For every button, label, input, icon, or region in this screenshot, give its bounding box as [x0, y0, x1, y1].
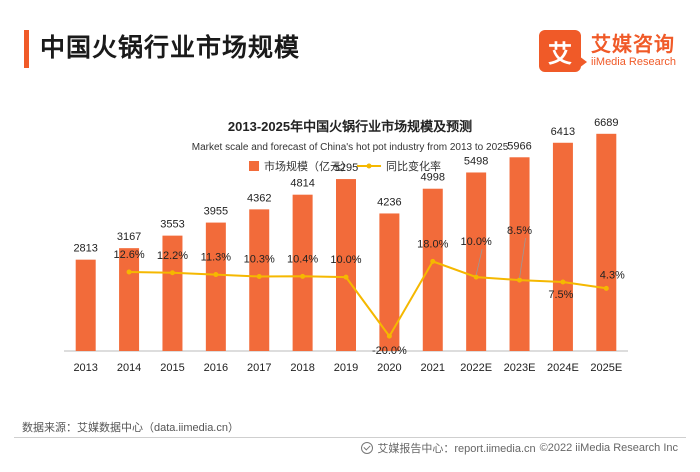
growth-point-2022E	[473, 274, 479, 280]
x-tick-label-2013: 2013	[73, 362, 97, 374]
growth-rate-line	[129, 260, 607, 339]
bar-label-2018: 4814	[290, 178, 314, 190]
x-tick-label-2024E: 2024E	[547, 362, 579, 374]
x-tick-label-2014: 2014	[117, 362, 141, 374]
legend-line-label: 同比变化率	[386, 159, 441, 173]
x-tick-label-2020: 2020	[377, 362, 401, 374]
legend-bar-label: 市场规模（亿元）	[264, 159, 352, 173]
data-source: 数据来源：艾媒数据中心（data.iimedia.cn）	[22, 422, 239, 434]
growth-label-2024E: 7.5%	[548, 289, 573, 301]
bar-label-2013: 2813	[73, 243, 97, 255]
bar-label-2015: 3553	[160, 219, 184, 231]
growth-point-2017	[256, 274, 262, 280]
growth-label-2023E: 8.5%	[507, 225, 532, 237]
title-accent-bar	[24, 30, 29, 68]
growth-label-2025E: 4.3%	[600, 269, 625, 281]
growth-label-2014: 12.6%	[113, 249, 144, 261]
bar-2025E	[596, 133, 617, 351]
bar-label-2022E: 5498	[464, 155, 488, 167]
report-center-icon	[361, 442, 374, 454]
legend-line-marker	[366, 163, 372, 169]
bar-2013	[75, 259, 96, 351]
growth-label-2019: 10.0%	[330, 254, 361, 266]
growth-point-2014	[126, 269, 132, 275]
growth-leader-2022E	[475, 249, 483, 276]
brand-text: 艾媒咨询 iiMedia Research	[591, 34, 676, 68]
bar-label-2017: 4362	[247, 192, 271, 204]
growth-label-2021: 18.0%	[417, 238, 448, 250]
bar-2021	[422, 188, 443, 351]
x-tick-label-2015: 2015	[160, 362, 184, 374]
copyright: ©2022 iiMedia Research Inc	[539, 442, 678, 454]
page-title: 中国火锅行业市场规模	[40, 34, 301, 62]
growth-point-2020	[386, 333, 392, 339]
chart-legend: 市场规模（亿元） 同比变化率	[249, 159, 441, 173]
growth-leader-2023E	[519, 238, 526, 279]
growth-point-2025E	[603, 285, 609, 291]
x-tick-label-2023E: 2023E	[504, 362, 536, 374]
x-tick-label-2019: 2019	[334, 362, 358, 374]
growth-point-2024E	[560, 279, 566, 285]
bar-2020	[379, 213, 400, 351]
chart-title: 2013-2025年中国火锅行业市场规模及预测	[228, 119, 472, 134]
footer-info: 艾媒报告中心：report.iimedia.cn ©2022 iiMedia R…	[361, 440, 678, 456]
bar-2022E	[466, 172, 487, 351]
x-tick-label-2022E: 2022E	[460, 362, 492, 374]
x-tick-label-2017: 2017	[247, 362, 271, 374]
x-tick-label-2021: 2021	[421, 362, 445, 374]
growth-point-2015	[169, 270, 175, 276]
bar-2018	[292, 194, 313, 351]
x-tick-label-2018: 2018	[290, 362, 314, 374]
growth-label-2016: 11.3%	[201, 252, 232, 264]
growth-label-2017: 10.3%	[244, 254, 275, 266]
growth-label-2020: -20.0%	[372, 345, 407, 357]
growth-point-2021	[430, 258, 436, 264]
legend-bar-swatch	[249, 161, 259, 171]
chart-subtitle: Market scale and forecast of China's hot…	[192, 142, 509, 153]
brand-name-en: iiMedia Research	[591, 55, 676, 68]
brand-name-cn: 艾媒咨询	[591, 33, 676, 56]
bar-2014	[119, 248, 140, 351]
growth-point-2019	[343, 274, 349, 280]
growth-label-2018: 10.4%	[287, 253, 318, 265]
plot-area: 2813 2013 3167 2014 3553 2015 3955 2016 4362 2017…	[64, 117, 628, 374]
bar-2023E	[509, 157, 530, 351]
growth-label-2022E: 10.0%	[461, 236, 492, 248]
x-tick-label-2016: 2016	[204, 362, 228, 374]
brand-icon: 艾	[539, 30, 588, 72]
bar-label-2021: 4998	[421, 172, 445, 184]
bar-label-2016: 3955	[204, 206, 228, 218]
bar-label-2024E: 6413	[551, 126, 575, 138]
report-center-link[interactable]: 艾媒报告中心：report.iimedia.cn	[377, 443, 536, 455]
bar-2016	[205, 222, 226, 351]
footer-divider	[14, 437, 686, 438]
bar-2015	[162, 235, 183, 351]
brand-logo[interactable]: 艾 艾媒咨询 iiMedia Research	[539, 30, 676, 72]
bar-label-2019: 5295	[334, 162, 358, 174]
x-tick-label-2025E: 2025E	[590, 362, 622, 374]
growth-label-2015: 12.2%	[157, 250, 188, 262]
bar-label-2023E: 5966	[507, 140, 531, 152]
bar-2019	[336, 179, 356, 351]
bar-2024E	[552, 142, 573, 351]
bar-2017	[249, 209, 270, 351]
bar-label-2025E: 6689	[594, 117, 618, 129]
bar-label-2014: 3167	[117, 231, 141, 243]
growth-point-2023E	[517, 277, 523, 283]
bar-label-2020: 4236	[377, 196, 401, 208]
growth-point-2016	[213, 272, 219, 278]
growth-point-2018	[300, 273, 306, 279]
